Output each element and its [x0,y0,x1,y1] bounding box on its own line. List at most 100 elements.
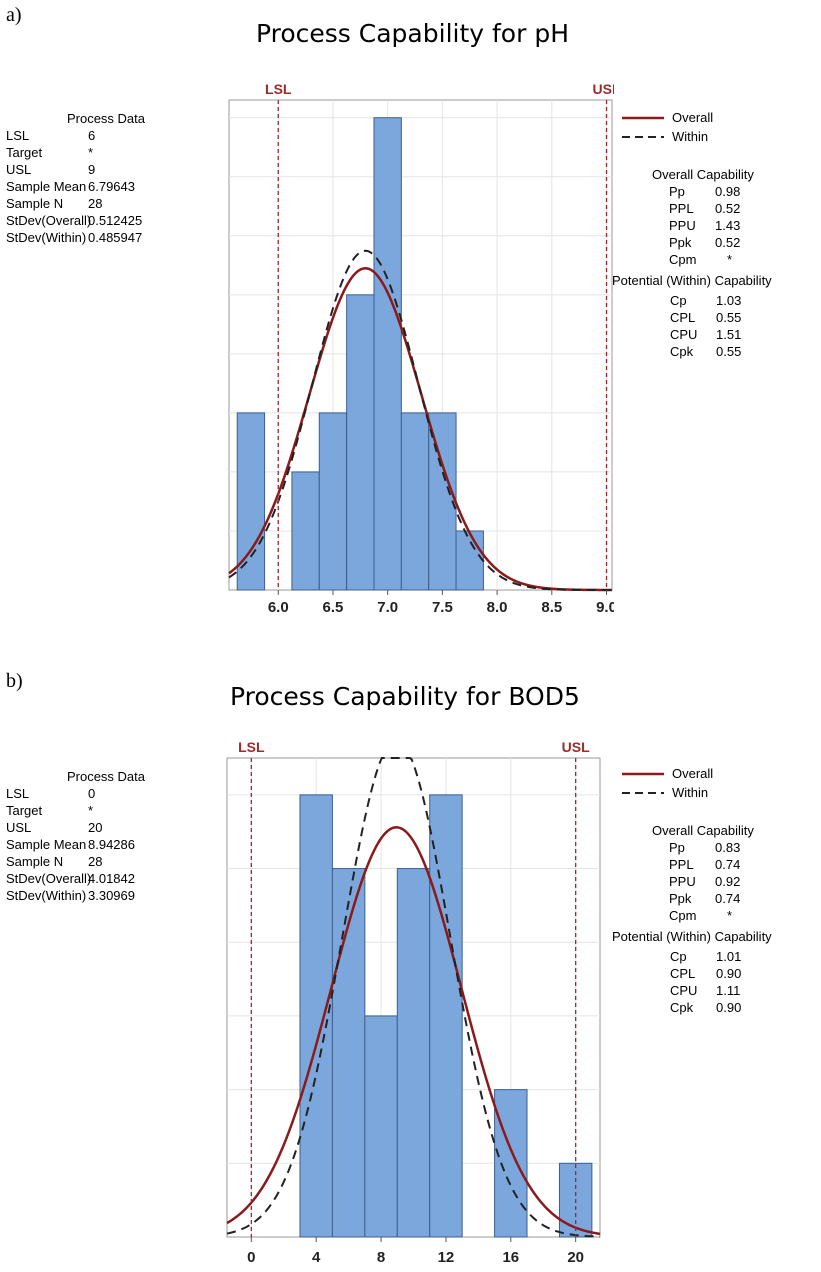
histogram-bar [396,868,431,1238]
row-label: PPU [669,874,696,889]
row-label: StDev(Within) [6,230,87,245]
row-value: 6.79643 [88,179,135,194]
row-value: 3.30969 [88,888,135,903]
solid-line-swatch-icon [622,772,664,775]
overall-normal-curve [226,826,601,1236]
histogram-plot-ph: LSL USL 6.0 6.5 7.0 7.5 8.0 8.5 9.0 [228,82,614,616]
legend-label-within: Within [672,785,709,800]
process-data-row: Target * [6,802,186,819]
process-data-row: Sample Mean 8.94286 [6,836,186,853]
row-label: PPU [669,218,696,233]
row-value: 0 [88,786,96,801]
process-data-row: USL 9 [6,161,186,178]
histogram-plot-bod5: LSL USL 0 4 8 12 16 20 [226,740,601,1266]
capability-row: Cpm * [669,251,818,268]
x-tick-label: 7.5 [432,599,453,616]
process-data-row: StDev(Overall) 4.01842 [6,870,186,887]
row-label: CPU [670,983,698,998]
row-value: * [88,803,94,818]
overall-capability-header: Overall Capability [652,167,754,182]
row-label: CPU [670,327,698,342]
row-label: StDev(Overall) [6,871,92,886]
row-value: 0.74 [715,857,741,872]
row-value: 1.11 [716,983,741,998]
process-data-row: LSL 6 [6,127,186,144]
row-value: 9 [88,162,96,177]
legend-item-within: Within [622,783,713,802]
row-label: USL [6,820,32,835]
row-value: 1.43 [715,218,741,233]
row-value: 0.55 [716,344,742,359]
capability-row: PPU 1.43 [669,217,818,234]
legend-bod5: Overall Within [622,764,713,802]
histogram-bar [318,412,348,591]
overall-capability-bod5: Overall Capability Pp 0.83 PPL 0.74 PPU 0.9… [612,822,818,1016]
row-label: Cpm [669,908,697,923]
process-data-row: StDev(Within) 0.485947 [6,229,186,246]
spec-limit-label-usl: USL [593,82,614,97]
row-value: 1.51 [716,327,742,342]
row-label: Sample Mean [6,837,87,852]
process-data-ph: Process Data LSL 6 Target * USL 9 Sample Me… [6,110,186,246]
row-value: 28 [88,854,103,869]
row-value: 20 [88,820,103,835]
process-data-header: Process Data [66,769,146,784]
row-label: Ppk [669,891,692,906]
row-value: 1.03 [716,293,742,308]
capability-row: PPL 0.74 [669,856,818,873]
row-value: 28 [88,196,103,211]
row-label: StDev(Within) [6,888,87,903]
spec-limit-label-lsl: LSL [238,740,265,755]
row-value: 0.90 [716,966,742,981]
histogram-bar [291,471,320,591]
capability-row: CPU 1.51 [670,326,818,343]
histogram-bar [429,794,463,1238]
legend-label-within: Within [672,129,709,144]
x-tick-label: 9.0 [596,599,614,616]
process-data-row: LSL 0 [6,785,186,802]
row-value: 0.52 [715,235,741,250]
row-label: Sample N [6,196,64,211]
x-tick-label: 20 [567,1249,584,1266]
row-label: Ppk [669,235,692,250]
overall-capability-ph: Overall Capability Pp 0.98 PPL 0.52 PPU 1.4… [612,166,818,360]
histogram-bar [331,868,366,1238]
row-value: 0.74 [715,891,741,906]
process-data-row: Sample N 28 [6,195,186,212]
capability-row: Cp 1.03 [670,292,818,309]
capability-row: Pp 0.83 [669,839,818,856]
histogram-bar [494,1089,528,1238]
x-tick-label: 8.0 [487,599,508,616]
row-value: 0.98 [715,184,741,199]
x-tick-label: 12 [438,1249,455,1266]
capability-row: Cpk 0.90 [670,999,818,1016]
row-label: Cp [670,949,687,964]
within-normal-curve [228,249,612,591]
x-tick-label: 8 [377,1249,385,1266]
row-value: 8.94286 [88,837,135,852]
panel-a-letter: a) [6,4,22,26]
capability-row: Cpm * [669,907,818,924]
row-label: Sample N [6,854,64,869]
dashed-line-swatch-icon [622,791,664,794]
row-label: USL [6,162,32,177]
row-value: 0.485947 [88,230,143,245]
x-tick-label: 16 [502,1249,519,1266]
solid-line-swatch-icon [622,116,664,119]
row-label: StDev(Overall) [6,213,92,228]
x-tick-label: 0 [247,1249,255,1266]
histogram-bar [299,794,333,1238]
histogram-bar [346,294,375,591]
row-value: 0.52 [715,201,741,216]
legend-ph: Overall Within [622,108,713,146]
row-label: Cpk [670,344,694,359]
histogram-bar [364,1015,398,1238]
process-data-header: Process Data [66,111,146,126]
within-capability-header: Potential (Within) Capability [612,929,772,944]
row-value: 4.01842 [88,871,135,886]
row-label: Cpm [669,252,697,267]
capability-row: Ppk 0.74 [669,890,818,907]
chart-title-bod5: Process Capability for BOD5 [230,682,580,711]
row-label: Cp [670,293,687,308]
legend-item-overall: Overall [622,108,713,127]
